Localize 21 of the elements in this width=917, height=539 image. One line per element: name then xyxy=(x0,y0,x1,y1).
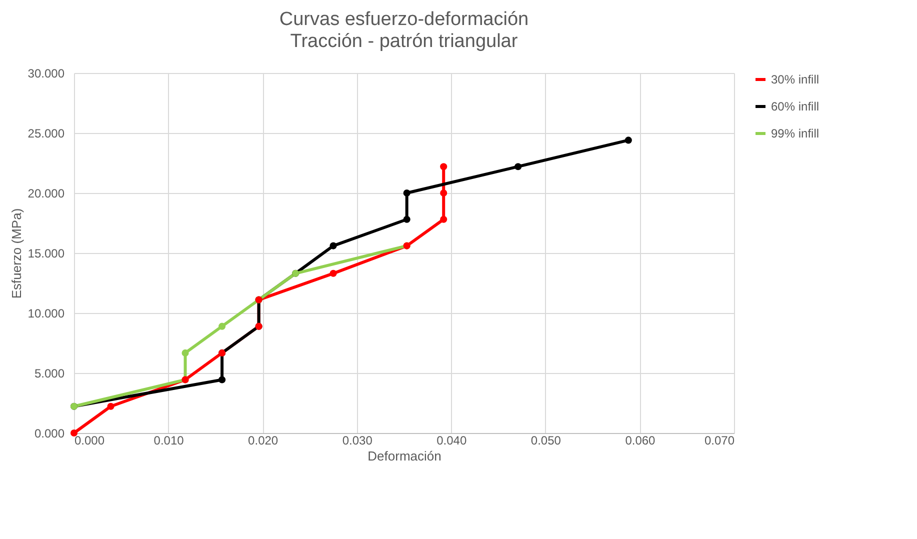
legend-label: 99% infill xyxy=(771,126,820,140)
x-tick-label: 0.060 xyxy=(625,434,656,448)
x-tick-label: 0.070 xyxy=(704,434,735,448)
y-tick-label: 20.000 xyxy=(28,186,65,200)
y-tick-label: 25.000 xyxy=(28,126,65,140)
chart-title: Curvas esfuerzo-deformación xyxy=(279,9,529,30)
legend-label: 30% infill xyxy=(771,72,820,86)
y-tick-label: 5.000 xyxy=(34,366,65,380)
legend-label: 60% infill xyxy=(771,100,820,114)
y-tick-label: 15.000 xyxy=(28,246,65,260)
x-tick-label: 0.040 xyxy=(436,434,467,448)
x-tick-label: 0.050 xyxy=(530,434,562,448)
chart-subtitle: Tracción - patrón triangular xyxy=(290,31,518,52)
y-tick-label: 10.000 xyxy=(28,306,65,320)
x-tick-label: 0.010 xyxy=(154,434,184,448)
x-tick-label: 0.000 xyxy=(74,434,105,448)
y-axis-title: Esfuerzo (MPa) xyxy=(8,208,24,299)
y-tick-label: 30.000 xyxy=(28,66,65,80)
x-axis-title: Deformación xyxy=(368,448,442,464)
x-tick-label: 0.030 xyxy=(342,434,373,448)
x-tick-label: 0.020 xyxy=(248,434,278,448)
